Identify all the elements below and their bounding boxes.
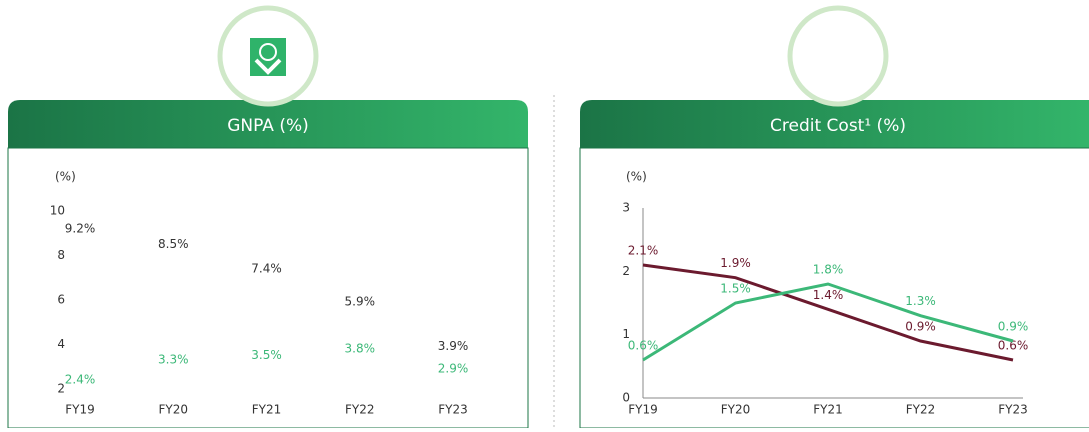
chart-title: Credit Cost¹ (%) (770, 116, 906, 136)
data-label: 0.6% (998, 339, 1029, 353)
data-label: 8.5% (158, 237, 189, 251)
y-tick-label: 8 (57, 248, 65, 262)
left-panel: GNPA (%) (%) (7, 5, 529, 429)
y-tick-label: 1 (622, 327, 630, 341)
y-tick-label: 2 (622, 264, 630, 278)
data-label: 0.9% (905, 320, 936, 334)
x-tick-label: FY20 (158, 403, 188, 417)
data-label: 1.9% (720, 256, 751, 270)
data-label: 7.4% (251, 261, 282, 275)
data-label: 9.2% (65, 221, 96, 235)
data-label: 2.4% (65, 373, 96, 387)
chart-title: GNPA (%) (227, 116, 309, 136)
panel-body (7, 147, 529, 429)
data-label: 3.3% (158, 353, 189, 367)
data-label: 3.9% (438, 339, 469, 353)
x-tick-label: FY22 (345, 403, 375, 417)
line (642, 263, 1014, 362)
data-label: 2.9% (438, 361, 469, 375)
panel-body (579, 147, 1089, 429)
line (642, 282, 1014, 362)
data-label: 0.9% (998, 320, 1029, 334)
x-tick-label: FY22 (906, 403, 936, 417)
x-tick-label: FY21 (252, 403, 282, 417)
y-tick-label: 0 (622, 391, 630, 405)
data-label: 3.5% (251, 348, 282, 362)
header (8, 100, 528, 148)
data-label: 1.8% (813, 263, 844, 277)
data-label: 1.4% (813, 288, 844, 302)
header (580, 100, 1089, 148)
y-unit: (%) (55, 170, 76, 184)
data-label: 0.6% (628, 339, 659, 353)
data-label: 2.1% (628, 244, 659, 258)
y-tick-label: 2 (57, 382, 65, 396)
x-tick-label: FY20 (721, 403, 751, 417)
icon (248, 36, 288, 78)
data-label: 5.9% (345, 295, 376, 309)
y-unit: (%) (626, 170, 647, 184)
x-tick-label: FY19 (65, 403, 95, 417)
y-tick-label: 3 (622, 201, 630, 215)
y-tick-label: 10 (50, 204, 65, 218)
icon-circle (787, 5, 889, 107)
x-tick-label: FY23 (998, 403, 1028, 417)
data-label: 1.5% (720, 282, 751, 296)
data-label: 1.3% (905, 294, 936, 308)
x-tick-label: FY19 (628, 403, 658, 417)
y-tick-label: 6 (57, 293, 65, 307)
x-tick-label: FY23 (438, 403, 468, 417)
x-tick-label: FY21 (813, 403, 843, 417)
right-panel: Credit Cost¹ (%) (%) (579, 5, 1089, 429)
data-label: 3.8% (345, 341, 376, 355)
y-tick-label: 4 (57, 337, 65, 351)
